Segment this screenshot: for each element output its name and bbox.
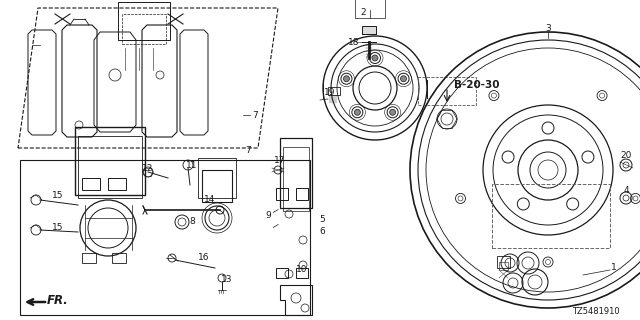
- Text: 4: 4: [623, 186, 629, 195]
- Bar: [362, 26, 376, 34]
- Text: 6: 6: [319, 227, 325, 236]
- Bar: [280, 138, 312, 208]
- Text: 5: 5: [319, 215, 325, 225]
- Text: TZ5481910: TZ5481910: [572, 308, 620, 316]
- Bar: [276, 268, 288, 278]
- Text: 13: 13: [221, 276, 233, 284]
- Text: 12: 12: [142, 164, 154, 172]
- Text: 14: 14: [204, 196, 216, 204]
- Text: 9: 9: [265, 212, 271, 220]
- Bar: [355, 0, 385, 18]
- Text: FR.: FR.: [47, 293, 69, 307]
- Circle shape: [344, 76, 349, 82]
- Text: 10: 10: [296, 266, 308, 275]
- Bar: [122, 14, 166, 44]
- Text: 16: 16: [198, 252, 210, 261]
- Bar: [296, 268, 308, 278]
- Bar: [112, 253, 126, 263]
- Bar: [276, 188, 288, 200]
- Text: 15: 15: [52, 223, 64, 233]
- Bar: [283, 147, 309, 211]
- Circle shape: [401, 76, 406, 82]
- Text: 18: 18: [348, 37, 360, 46]
- Bar: [75, 127, 145, 195]
- Text: 11: 11: [186, 161, 198, 170]
- Text: 19: 19: [324, 87, 336, 97]
- Text: 15: 15: [52, 190, 64, 199]
- Text: 17: 17: [275, 156, 285, 164]
- Text: 7: 7: [245, 146, 251, 155]
- Text: 3: 3: [545, 23, 551, 33]
- Text: 1: 1: [611, 263, 617, 273]
- Bar: [499, 262, 508, 270]
- Bar: [82, 253, 96, 263]
- Bar: [108, 178, 126, 190]
- Bar: [492, 184, 610, 248]
- Text: B-20-30: B-20-30: [454, 80, 500, 90]
- Bar: [328, 87, 340, 95]
- Bar: [118, 2, 170, 40]
- Bar: [82, 178, 100, 190]
- Text: 7: 7: [252, 110, 258, 119]
- Bar: [198, 158, 236, 198]
- Text: 8: 8: [189, 218, 195, 227]
- Bar: [418, 77, 476, 105]
- Bar: [497, 256, 510, 268]
- Bar: [78, 136, 142, 198]
- Text: 2: 2: [360, 7, 366, 17]
- Bar: [296, 188, 308, 200]
- Circle shape: [355, 109, 360, 115]
- Circle shape: [390, 109, 396, 115]
- Text: 20: 20: [620, 150, 632, 159]
- Bar: [202, 170, 232, 202]
- Circle shape: [372, 55, 378, 61]
